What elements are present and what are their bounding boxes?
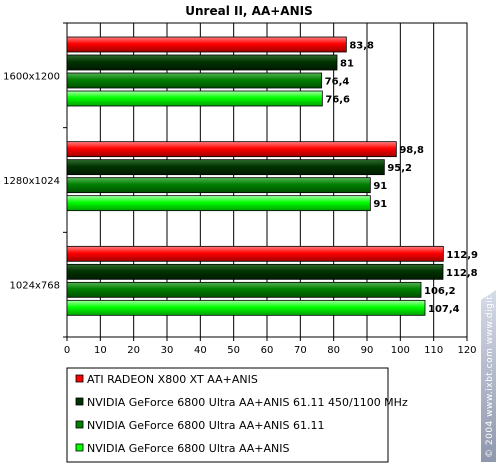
- x-tick-label: 120: [457, 345, 476, 356]
- x-tick-label: 10: [94, 345, 107, 356]
- legend-swatch: [75, 397, 84, 406]
- category-label: 1280x1024: [3, 176, 60, 187]
- bar: [66, 141, 397, 158]
- category-label: 1600x1200: [3, 71, 60, 82]
- data-label: 76,6: [325, 95, 350, 106]
- chart-title: Unreal II, AA+ANIS: [185, 4, 312, 18]
- bar: [66, 72, 323, 89]
- legend-box: [66, 367, 389, 463]
- data-label: 112,9: [446, 250, 478, 261]
- legend-label: NVIDIA GeForce 6800 Ultra AA+ANIS 61.11: [87, 419, 325, 432]
- data-label: 91: [373, 181, 387, 192]
- watermark: © 2004 www.ixbt.com www.digit-life.com: [481, 252, 496, 462]
- data-label: 98,8: [399, 145, 424, 156]
- bar: [66, 299, 426, 316]
- x-tick-label: 50: [227, 345, 240, 356]
- bar: [66, 177, 371, 194]
- plot-area: 0 10 20 30 40 50 60 70 80 90 100 110 120 1600x1200 83,…: [3, 22, 478, 356]
- data-label: 76,4: [325, 77, 350, 88]
- legend-swatch: [75, 443, 84, 452]
- x-tick-label: 80: [327, 345, 340, 356]
- bar: [66, 159, 385, 176]
- x-tick-label: 20: [127, 345, 140, 356]
- category-label: 1024x768: [10, 281, 60, 292]
- data-label: 106,2: [424, 286, 456, 297]
- legend-label: NVIDIA GeForce 6800 Ultra AA+ANIS 61.11 …: [87, 396, 408, 409]
- x-tick-label: 90: [361, 345, 374, 356]
- bar: [66, 245, 444, 262]
- data-label: 112,8: [446, 268, 478, 279]
- data-label: 83,8: [349, 41, 374, 52]
- legend-label: NVIDIA GeForce 6800 Ultra AA+ANIS: [87, 442, 290, 455]
- x-tick-label: 30: [161, 345, 174, 356]
- data-label: 107,4: [428, 304, 460, 315]
- legend-swatch: [75, 420, 84, 429]
- watermark-text: © 2004 www.ixbt.com www.digit-life.com: [485, 252, 495, 458]
- legend-swatch: [75, 374, 84, 383]
- x-tick-label: 100: [391, 345, 410, 356]
- data-label: 81: [340, 59, 354, 70]
- bar: [66, 263, 444, 280]
- legend-label: ATI RADEON X800 XT AA+ANIS: [87, 373, 258, 386]
- bar: [66, 54, 338, 71]
- bar: [66, 195, 371, 212]
- data-label: 95,2: [387, 163, 412, 174]
- bar: [66, 90, 323, 107]
- bar: [66, 281, 422, 298]
- bar: [66, 36, 347, 53]
- x-tick-label: 40: [194, 345, 207, 356]
- x-tick-label: 0: [64, 345, 70, 356]
- data-label: 91: [373, 199, 387, 210]
- legend: ATI RADEON X800 XT AA+ANIS NVIDIA GeForce…: [66, 367, 408, 463]
- x-tick-label: 70: [294, 345, 307, 356]
- x-tick-label: 110: [424, 345, 443, 356]
- x-tick-label: 60: [261, 345, 274, 356]
